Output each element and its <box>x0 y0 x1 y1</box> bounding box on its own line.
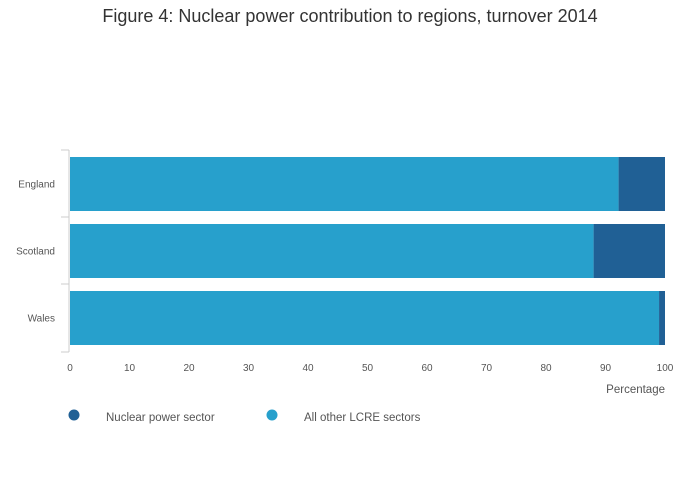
x-tick-label: 10 <box>124 363 136 374</box>
x-tick-label: 80 <box>540 363 552 374</box>
legend: Nuclear power sector All other LCRE secto… <box>68 409 421 424</box>
bar-wales-nuclear[interactable] <box>659 291 665 345</box>
bar-england-other-lcre[interactable] <box>70 157 619 211</box>
x-tick-label: 20 <box>183 363 195 374</box>
x-tick-label: 60 <box>421 363 433 374</box>
x-tick-label: 100 <box>657 363 674 374</box>
x-tick-label: 0 <box>67 363 73 374</box>
legend-marker <box>266 409 278 421</box>
x-tick-label: 90 <box>600 363 612 374</box>
legend-label[interactable]: All other LCRE sectors <box>304 412 421 424</box>
bar-scotland-nuclear[interactable] <box>593 224 665 278</box>
legend-label[interactable]: Nuclear power sector <box>106 412 215 424</box>
y-tick-labels: England Scotland Wales <box>16 180 55 325</box>
x-tick-label: 70 <box>481 363 493 374</box>
bars <box>70 157 665 345</box>
x-tick-labels: 0 10 20 30 40 50 60 70 80 90 100 <box>67 363 674 374</box>
chart-title: Figure 4: Nuclear power contribution to … <box>102 6 598 26</box>
x-tick-label: 50 <box>362 363 374 374</box>
bar-england-nuclear[interactable] <box>618 157 665 211</box>
y-tick-label: Wales <box>28 314 55 325</box>
axis-lines <box>61 149 70 353</box>
y-tick-label: Scotland <box>16 247 55 258</box>
x-tick-label: 40 <box>302 363 314 374</box>
x-axis-title: Percentage <box>606 384 665 396</box>
bar-wales-other-lcre[interactable] <box>70 291 660 345</box>
x-tick-label: 30 <box>243 363 255 374</box>
legend-marker <box>68 409 80 421</box>
y-tick-label: England <box>18 180 55 191</box>
bar-scotland-other-lcre[interactable] <box>70 224 594 278</box>
